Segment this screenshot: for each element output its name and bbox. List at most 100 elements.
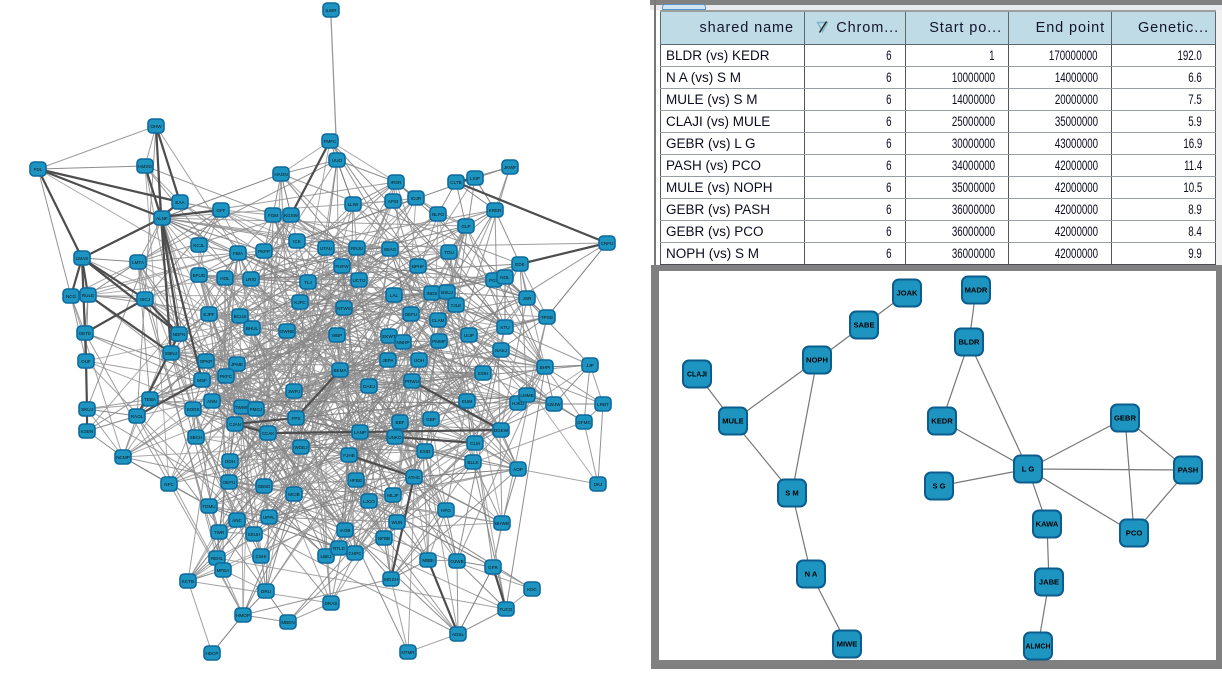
svg-text:LMAS: LMAS: [76, 256, 89, 261]
svg-text:KRER: KRER: [489, 208, 502, 213]
svg-text:CLAM: CLAM: [432, 318, 445, 323]
svg-text:NAKJ: NAKJ: [495, 348, 507, 353]
svg-text:SODS: SODS: [186, 407, 199, 412]
svg-text:NOPH: NOPH: [806, 356, 828, 365]
svg-text:MFEA: MFEA: [217, 568, 231, 573]
svg-text:OWNE: OWNE: [280, 329, 294, 334]
svg-text:ISCJ: ISCJ: [140, 297, 150, 302]
svg-text:DRAS: DRAS: [325, 601, 338, 606]
svg-text:OUF: OUF: [81, 359, 91, 364]
svg-text:TLJ: TLJ: [304, 280, 312, 285]
svg-text:MCIB: MCIB: [288, 492, 299, 497]
svg-text:PASH: PASH: [1178, 466, 1199, 475]
svg-text:IAOB: IAOB: [340, 528, 351, 533]
svg-text:CLM: CLM: [470, 441, 480, 446]
svg-text:PMMF: PMMF: [432, 339, 446, 344]
svg-text:BCUS: BCUS: [234, 314, 247, 319]
svg-text:PCO: PCO: [1126, 529, 1143, 538]
svg-text:S M: S M: [785, 489, 799, 498]
svg-text:N A: N A: [805, 570, 818, 579]
svg-text:NNHP: NNHP: [396, 340, 409, 345]
svg-text:UOH: UOH: [414, 358, 424, 363]
svg-text:BSUJ: BSUJ: [441, 290, 453, 295]
svg-text:KAWA: KAWA: [1036, 520, 1059, 529]
svg-text:JABE: JABE: [1039, 578, 1059, 587]
svg-text:NOL: NOL: [500, 275, 510, 280]
svg-text:EKWT: EKWT: [382, 334, 395, 339]
svg-text:DGEW: DGEW: [494, 428, 509, 433]
svg-text:ALMCH: ALMCH: [1026, 644, 1051, 651]
svg-text:MADR: MADR: [965, 286, 988, 295]
svg-text:GFMC: GFMC: [577, 420, 591, 425]
svg-text:NTMR: NTMR: [401, 650, 415, 655]
svg-text:JEPA: JEPA: [382, 358, 394, 363]
svg-text:CHPC: CHPC: [348, 551, 362, 556]
svg-text:ESID: ESID: [420, 449, 431, 454]
svg-text:PMGJ: PMGJ: [250, 407, 263, 412]
svg-text:UCTG: UCTG: [352, 278, 365, 283]
svg-text:MBEN: MBEN: [281, 620, 294, 625]
svg-text:LAL: LAL: [390, 293, 399, 298]
svg-text:WIAG: WIAG: [384, 247, 397, 252]
svg-text:OEFU: OEFU: [405, 312, 418, 317]
svg-text:BHUL: BHUL: [246, 326, 259, 331]
svg-text:JSR: JSR: [523, 296, 532, 301]
svg-text:JJP: JJP: [586, 363, 594, 368]
svg-text:S G: S G: [932, 482, 945, 491]
svg-text:LANP: LANP: [354, 430, 366, 435]
svg-text:GLP: GLP: [461, 224, 470, 229]
svg-text:WBP: WBP: [332, 333, 342, 338]
svg-text:CNFU: CNFU: [601, 241, 614, 246]
svg-text:KGSW: KGSW: [284, 213, 299, 218]
svg-text:HFG: HFG: [441, 508, 451, 513]
svg-text:SKUJ: SKUJ: [81, 407, 93, 412]
svg-text:LJCO: LJCO: [363, 499, 375, 504]
svg-text:JPME: JPME: [231, 362, 243, 367]
svg-text:UIJP: UIJP: [464, 333, 474, 338]
svg-text:HOL: HOL: [220, 276, 230, 281]
svg-text:TPGE: TPGE: [541, 315, 554, 320]
svg-text:TWR: TWR: [214, 530, 225, 535]
svg-text:TDMU: TDMU: [202, 504, 215, 509]
svg-text:MBBI: MBBI: [422, 558, 433, 563]
svg-text:DAEJ: DAEJ: [363, 384, 375, 389]
svg-text:INDS: INDS: [427, 291, 438, 296]
svg-text:CLAJI: CLAJI: [687, 372, 707, 379]
svg-text:LMME: LMME: [520, 393, 533, 398]
svg-text:AOSL: AOSL: [452, 632, 465, 637]
svg-text:UPPL: UPPL: [263, 515, 275, 520]
svg-text:BFUG: BFUG: [193, 273, 206, 278]
svg-text:LBEJ: LBEJ: [321, 554, 332, 559]
svg-text:KCJL: KCJL: [193, 243, 205, 248]
svg-text:TEBA: TEBA: [144, 397, 157, 402]
svg-text:NFBB: NFBB: [378, 536, 390, 541]
svg-text:LSIP: LSIP: [470, 176, 480, 181]
svg-text:RAOL: RAOL: [131, 414, 144, 419]
svg-text:LWJW: LWJW: [547, 402, 561, 407]
svg-text:PRWU: PRWU: [405, 379, 419, 384]
svg-text:CLTB: CLTB: [450, 180, 461, 185]
svg-text:BPHF: BPHF: [412, 264, 424, 269]
svg-text:BEMA: BEMA: [333, 368, 347, 373]
svg-text:PGS: PGS: [489, 278, 499, 283]
svg-text:LRBT: LRBT: [597, 402, 609, 407]
svg-text:OHW: OHW: [150, 124, 162, 129]
svg-text:HDCP: HDCP: [205, 651, 218, 656]
svg-text:NTWS: NTWS: [337, 306, 351, 311]
svg-text:NFC: NFC: [164, 482, 174, 487]
svg-text:MULE: MULE: [722, 417, 744, 426]
svg-text:GFR: GFR: [488, 565, 498, 570]
svg-text:ILWR: ILWR: [325, 8, 337, 13]
svg-text:GETE: GETE: [79, 331, 92, 336]
svg-text:NCG: NCG: [66, 294, 77, 299]
svg-text:MSF: MSF: [197, 378, 207, 383]
svg-text:REHL: REHL: [211, 556, 224, 561]
svg-text:TOU: TOU: [444, 250, 454, 255]
svg-text:NLFO: NLFO: [432, 212, 445, 217]
svg-text:FUCG: FUCG: [499, 607, 512, 612]
svg-text:BLLK: BLLK: [467, 460, 479, 465]
svg-text:FHFW: FHFW: [335, 264, 349, 269]
svg-text:HAGN: HAGN: [274, 172, 287, 177]
svg-text:KDC: KDC: [527, 587, 537, 592]
svg-text:FBIA: FBIA: [233, 251, 244, 256]
